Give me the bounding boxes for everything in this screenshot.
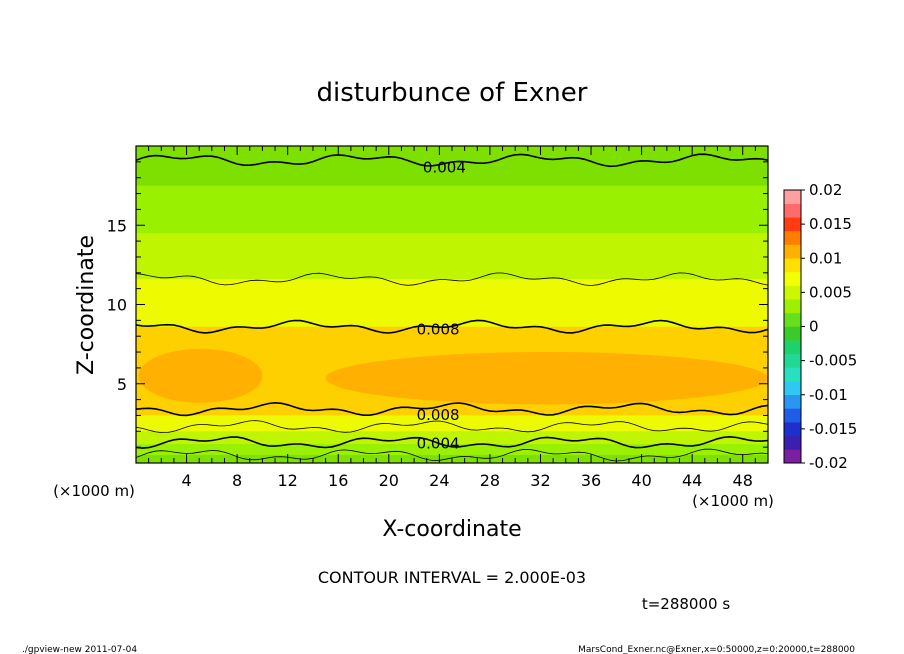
colorbar-tick-label: 0.005	[809, 283, 852, 301]
colorbar-tick-label: -0.01	[809, 386, 848, 404]
time-label: t=288000 s	[642, 595, 730, 613]
contour-interval-note: CONTOUR INTERVAL = 2.000E-03	[318, 568, 586, 587]
colorbar-swatch	[784, 203, 801, 218]
contour-line-3	[136, 401, 768, 417]
y-tick-label: 15	[107, 216, 127, 235]
contour-label-0: 0.004	[423, 159, 466, 177]
x-unit-left: (×1000 m)	[53, 482, 135, 500]
colorbar-swatch	[784, 340, 801, 355]
colorbar-tick-label: 0	[809, 318, 819, 336]
colorbar-swatch	[784, 258, 801, 273]
contour-line-5	[136, 435, 768, 449]
x-tick-label: 8	[232, 471, 242, 490]
y-tick-label: 5	[117, 375, 127, 394]
colorbar-tick-label: -0.005	[809, 352, 857, 370]
field-band-3	[136, 279, 768, 328]
colorbar-swatch	[784, 230, 801, 245]
y-axis-label: Z-coordinate	[74, 235, 99, 375]
contour-lines	[136, 153, 768, 462]
colorbar-swatch	[784, 422, 801, 436]
x-tick-label: 24	[429, 471, 449, 490]
contour-labels: 0.004 0.008 0.008 0.004	[417, 159, 466, 453]
colorbar-tick-label: 0.01	[809, 249, 842, 267]
colorbar-tick-label: 0.02	[809, 181, 842, 199]
colorbar-tick-label: 0.015	[809, 215, 852, 233]
contour-label-2: 0.008	[417, 406, 460, 424]
field-band-0	[136, 146, 768, 187]
field-band-1	[136, 185, 768, 234]
colorbar-swatch	[784, 271, 801, 286]
color-field	[136, 146, 768, 463]
x-tick-label: 16	[328, 471, 348, 490]
contour-line-0	[136, 153, 768, 168]
footer-right: MarsCond_Exner.nc@Exner,x=0:50000,z=0:20…	[578, 645, 855, 654]
contour-line-6	[136, 448, 768, 462]
contour-line-2	[136, 319, 768, 334]
colorbar-tick-label: -0.02	[809, 454, 848, 472]
x-tick-label: 48	[733, 471, 753, 490]
x-tick-label: 40	[631, 471, 651, 490]
x-tick-label: 20	[379, 471, 399, 490]
x-tick-label: 36	[581, 471, 601, 490]
max-region-1	[325, 352, 768, 405]
colorbar-swatch	[784, 190, 801, 204]
contour-label-3: 0.004	[417, 434, 460, 452]
chart-title: disturbunce of Exner	[317, 78, 588, 108]
colorbar-swatch	[784, 326, 801, 341]
x-unit-right: (×1000 m)	[692, 492, 774, 510]
x-tick-label: 12	[278, 471, 298, 490]
colorbar-swatch	[784, 367, 801, 382]
contour-line-1	[136, 272, 768, 286]
colorbar-swatch	[784, 217, 801, 232]
x-tick-label: 4	[181, 471, 191, 490]
colorbar-swatch	[784, 353, 801, 368]
footer-left: ./gpview-new 2011-07-04	[22, 645, 137, 654]
colorbar-swatch	[784, 449, 801, 464]
colorbar: 0.02 0.015 0.01 0.005 0 -0.005 -0.01 -0.015 -0.0…	[783, 181, 857, 472]
colorbar-swatch	[784, 285, 801, 300]
x-tick-label: 32	[530, 471, 550, 490]
x-axis-label: X-coordinate	[382, 517, 521, 542]
field-band-2	[136, 233, 768, 280]
colorbar-swatch	[784, 435, 801, 450]
colorbar-swatch	[784, 312, 801, 327]
x-tick-label: 28	[480, 471, 500, 490]
max-region-0	[138, 348, 263, 403]
y-tick-label: 10	[107, 296, 127, 315]
colorbar-swatch	[784, 244, 801, 259]
colorbar-swatch	[784, 394, 801, 409]
contour-line-4	[136, 420, 768, 434]
x-tick-label: 44	[682, 471, 702, 490]
field-band-6	[136, 431, 768, 445]
colorbar-tick-label: -0.015	[809, 420, 857, 438]
colorbar-swatch	[784, 381, 801, 396]
colorbar-swatch	[784, 299, 801, 314]
contour-label-1: 0.008	[417, 320, 460, 338]
colorbar-swatch	[784, 408, 801, 423]
field-band-7	[136, 443, 768, 456]
